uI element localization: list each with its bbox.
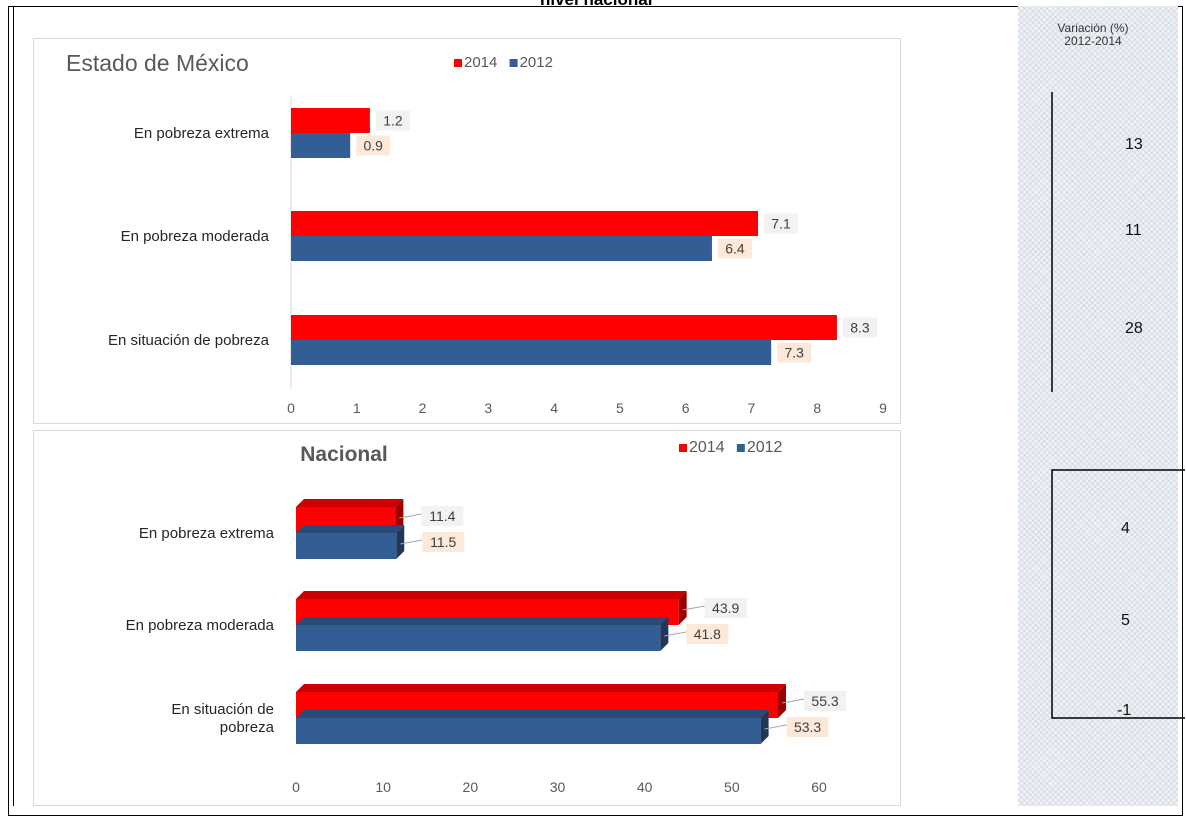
x-tick-label: 6 <box>682 400 690 416</box>
data-label-leader <box>764 724 787 730</box>
variation-value: 28 <box>1125 320 1143 337</box>
legend-label: 2014 <box>689 439 725 456</box>
frame-left-rule <box>13 6 14 806</box>
chart-panel-nacional: Nacional 2014 2012 0 10 20 30 40 50 60 En pobreza … <box>33 430 901 806</box>
x-tick-label: 60 <box>811 779 827 795</box>
category-label: En situación de <box>171 701 274 718</box>
variation-value: -1 <box>1117 702 1132 719</box>
data-label: 53.3 <box>794 719 821 735</box>
x-tick-label: 30 <box>550 779 566 795</box>
data-label: 7.1 <box>771 216 791 232</box>
x-tick-label: 50 <box>724 779 740 795</box>
legend-swatch-2014 <box>454 59 462 67</box>
variation-value: 4 <box>1121 520 1130 537</box>
bar-side-face <box>395 499 404 533</box>
x-tick-label: 2 <box>419 400 427 416</box>
legend-swatch-2012 <box>509 59 518 67</box>
category-label: En pobreza extrema <box>134 125 270 142</box>
data-label: 11.4 <box>429 508 455 524</box>
data-label: 0.9 <box>363 138 383 154</box>
category-label: En pobreza moderada <box>126 617 275 634</box>
bar-2014 <box>291 315 837 340</box>
x-tick-label: 4 <box>550 400 558 416</box>
data-label: 41.8 <box>694 626 721 642</box>
variation-value: 11 <box>1125 222 1142 239</box>
bar-top-face <box>296 617 669 625</box>
data-label-bg <box>686 624 729 644</box>
data-label-bg <box>375 110 410 131</box>
category-label: En pobreza moderada <box>121 228 270 245</box>
data-label-bg <box>356 135 391 156</box>
variation-value: 5 <box>1121 612 1130 629</box>
bar-side-face <box>660 617 669 651</box>
data-label-bg <box>764 213 799 234</box>
legend-swatch-2012 <box>736 444 745 452</box>
bar-side-face <box>760 710 769 744</box>
x-tick-label: 20 <box>463 779 479 795</box>
legend-swatch-2014 <box>679 444 687 452</box>
legend-label: 2012 <box>747 439 783 456</box>
data-label: 7.3 <box>784 345 804 361</box>
data-label-bg <box>786 717 829 737</box>
data-label: 8.3 <box>850 320 870 336</box>
data-label-bg <box>422 532 465 552</box>
chart-title: Estado de México <box>66 50 249 76</box>
data-label-bg <box>777 342 812 363</box>
data-label: 43.9 <box>712 600 739 616</box>
data-label: 55.3 <box>811 693 838 709</box>
data-label-leader <box>399 513 422 519</box>
page-title: nivel nacional <box>540 0 652 10</box>
bar-side-face <box>396 525 405 559</box>
variation-value: 13 <box>1125 136 1143 153</box>
legend-label: 2014 <box>464 54 497 71</box>
category-label: En situación de pobreza <box>108 332 270 349</box>
data-label-leader <box>781 698 805 704</box>
category-label: En pobreza extrema <box>139 525 275 542</box>
data-label-bg <box>804 691 847 711</box>
bar-2012 <box>296 625 661 651</box>
bar-side-face <box>678 591 687 625</box>
bar-top-face <box>296 499 404 507</box>
data-label-bg <box>842 317 877 338</box>
x-tick-label: 7 <box>748 400 756 416</box>
category-label: pobreza <box>220 719 275 736</box>
legend-label: 2012 <box>520 54 553 71</box>
bar-2014 <box>291 108 370 133</box>
data-label: 6.4 <box>725 241 745 257</box>
data-label-leader <box>400 539 423 545</box>
bar-2012 <box>291 236 712 261</box>
data-label-bg <box>421 506 464 526</box>
data-label-bg <box>717 238 752 259</box>
data-label-bg <box>704 598 747 618</box>
bar-2012 <box>291 133 351 158</box>
x-tick-label: 9 <box>879 400 887 416</box>
bar-2014 <box>291 211 759 236</box>
chart-nacional: Nacional 2014 2012 0 10 20 30 40 50 60 En pobreza … <box>126 439 847 795</box>
bar-top-face <box>296 684 787 692</box>
data-label: 11.5 <box>430 534 456 550</box>
bar-side-face <box>778 684 787 718</box>
x-tick-label: 3 <box>484 400 492 416</box>
variation-sidebar <box>1018 6 1178 806</box>
data-label-leader <box>682 605 705 611</box>
bar-top-face <box>296 525 405 533</box>
x-tick-label: 10 <box>375 779 391 795</box>
bar-2012 <box>296 718 761 744</box>
x-tick-label: 40 <box>637 779 653 795</box>
data-label-leader <box>664 631 687 637</box>
bar-2012 <box>291 340 772 365</box>
chart-panel-estado: Estado de México 2014 2012 0 1 2 3 4 5 6 7 8 9 En pob… <box>33 38 901 424</box>
data-label: 1.2 <box>383 113 403 129</box>
variation-header: Variación (%) 2012-2014 <box>1057 21 1129 48</box>
x-tick-label: 0 <box>287 400 295 416</box>
bar-top-face <box>296 591 687 599</box>
x-tick-label: 5 <box>616 400 624 416</box>
bar-2012 <box>296 533 397 559</box>
chart-title: Nacional <box>300 443 388 466</box>
x-tick-label: 0 <box>292 779 300 795</box>
bar-top-face <box>296 710 769 718</box>
x-tick-label: 8 <box>813 400 821 416</box>
x-tick-label: 1 <box>353 400 361 416</box>
